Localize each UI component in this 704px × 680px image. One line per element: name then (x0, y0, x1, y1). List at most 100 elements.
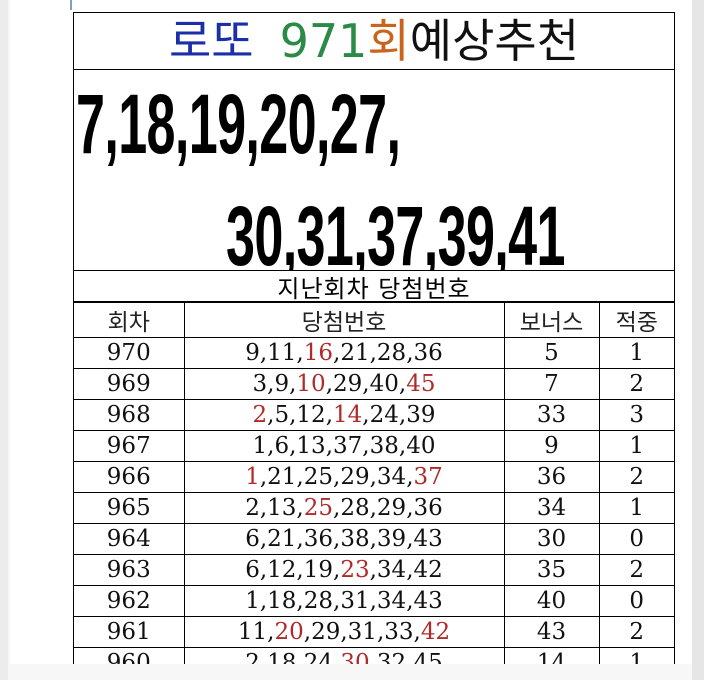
title-round-number: 971 (279, 14, 368, 68)
matches-cell: 2 (598, 554, 674, 586)
separator: , (296, 557, 304, 583)
winning-number: 1 (245, 588, 260, 614)
matched-number: 23 (340, 557, 370, 583)
separator: , (325, 433, 334, 459)
history-rows: 970 9,11,16,21,28,36 5 1 969 3,9,10,29,40,45 7… (74, 337, 674, 664)
winning-number: 29 (340, 464, 370, 490)
separator: , (369, 557, 377, 583)
winning-number: 42 (413, 557, 443, 583)
bonus-cell: 36 (503, 461, 600, 493)
matched-number: 45 (406, 371, 436, 397)
separator: , (369, 340, 377, 366)
separator: , (333, 464, 341, 490)
winning-number: 6 (274, 433, 290, 459)
winning-number: 13 (267, 495, 297, 521)
winning-number: 19 (303, 557, 334, 583)
winning-number: 1 (252, 433, 268, 459)
separator: , (333, 526, 341, 552)
winning-number: 28 (376, 340, 407, 366)
winning-number: 18 (267, 650, 297, 664)
separator: , (289, 371, 297, 397)
separator: , (413, 619, 421, 645)
winning-numbers-cell: 1,6,13,37,38,40 (183, 430, 505, 462)
separator: , (296, 650, 304, 664)
winning-number: 43 (413, 588, 443, 614)
matches-cell: 2 (598, 616, 674, 648)
separator: , (406, 340, 414, 366)
bonus-cell: 43 (503, 616, 600, 648)
winning-numbers-cell: 1,18,28,31,34,43 (183, 585, 505, 617)
matches-cell: 1 (598, 430, 674, 462)
header-matches: 적중 (598, 302, 674, 338)
separator: , (369, 495, 377, 521)
image-viewer: 로또 971 회 예상추천 7,18,19,20,27, 30,31,37,39… (10, 0, 692, 664)
matches-cell: 2 (598, 368, 674, 400)
separator: , (369, 650, 377, 664)
round-cell: 969 (74, 368, 185, 400)
winning-number: 21 (267, 526, 297, 552)
winning-number: 28 (303, 588, 334, 614)
title-prediction-label: 예상추천 (409, 14, 580, 68)
winning-number: 40 (406, 433, 436, 459)
matches-cell: 2 (598, 461, 674, 493)
separator: , (325, 371, 334, 397)
winning-number: 29 (311, 619, 341, 645)
winning-number: 36 (413, 340, 443, 366)
winning-number: 21 (267, 464, 297, 490)
matched-number: 14 (333, 402, 363, 428)
separator: , (333, 340, 341, 366)
separator: , (289, 402, 297, 428)
page-title: 로또 971 회 예상추천 (74, 13, 674, 70)
winning-numbers-cell: 2,18,24,30,32,45 (183, 647, 505, 664)
winning-number: 18 (267, 588, 297, 614)
table-row: 967 1,6,13,37,38,40 9 1 (74, 430, 674, 462)
separator: , (406, 495, 414, 521)
header-bonus: 보너스 (503, 302, 600, 338)
separator: , (325, 402, 334, 428)
left-margin (0, 0, 8, 680)
winning-number: 13 (296, 433, 326, 459)
winning-number: 11 (267, 340, 297, 366)
round-cell: 960 (74, 647, 185, 664)
winning-number: 36 (303, 526, 334, 552)
bonus-cell: 9 (503, 430, 600, 462)
separator: , (267, 402, 275, 428)
table-header-row: 회차 당첨번호 보너스 적중 (74, 302, 674, 338)
separator: , (296, 464, 304, 490)
winning-numbers-cell: 2,5,12,14,24,39 (183, 399, 505, 431)
separator: , (369, 588, 377, 614)
predicted-numbers: 7,18,19,20,27, 30,31,37,39,41 (74, 70, 674, 271)
round-cell: 965 (74, 492, 185, 524)
separator: , (267, 619, 275, 645)
bonus-cell: 5 (503, 337, 600, 369)
winning-number: 34 (376, 588, 407, 614)
history-table: 회차 당첨번호 보너스 적중 970 9,11,16,21,28,36 5 1 969 3… (74, 302, 674, 664)
table-row: 970 9,11,16,21,28,36 5 1 (74, 337, 674, 369)
separator: , (267, 433, 275, 459)
separator: , (259, 588, 268, 614)
table-row: 962 1,18,28,31,34,43 40 0 (74, 585, 674, 617)
winning-number: 45 (413, 650, 443, 664)
matched-number: 10 (296, 371, 326, 397)
bonus-cell: 35 (503, 554, 600, 586)
matches-cell: 1 (598, 492, 674, 524)
winning-numbers-cell: 6,21,36,38,39,43 (183, 523, 505, 555)
lotto-sheet: 로또 971 회 예상추천 7,18,19,20,27, 30,31,37,39… (73, 12, 675, 664)
winning-number: 32 (376, 650, 407, 664)
separator: , (362, 402, 370, 428)
separator: , (406, 526, 414, 552)
separator: , (406, 557, 414, 583)
winning-number: 5 (274, 402, 290, 428)
separator: , (362, 433, 370, 459)
winning-number: 36 (413, 495, 443, 521)
bonus-cell: 34 (503, 492, 600, 524)
table-row: 964 6,21,36,38,39,43 30 0 (74, 523, 674, 555)
matched-number: 20 (274, 619, 304, 645)
matched-number: 30 (340, 650, 370, 664)
separator: , (406, 588, 414, 614)
winning-number: 9 (274, 371, 290, 397)
matched-number: 25 (303, 495, 334, 521)
separator: , (296, 526, 304, 552)
winning-number: 39 (376, 526, 407, 552)
winning-number: 24 (369, 402, 399, 428)
